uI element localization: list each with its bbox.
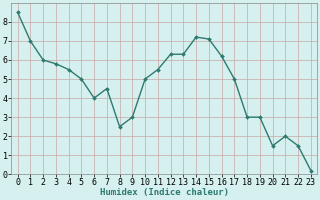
X-axis label: Humidex (Indice chaleur): Humidex (Indice chaleur) [100,188,229,197]
